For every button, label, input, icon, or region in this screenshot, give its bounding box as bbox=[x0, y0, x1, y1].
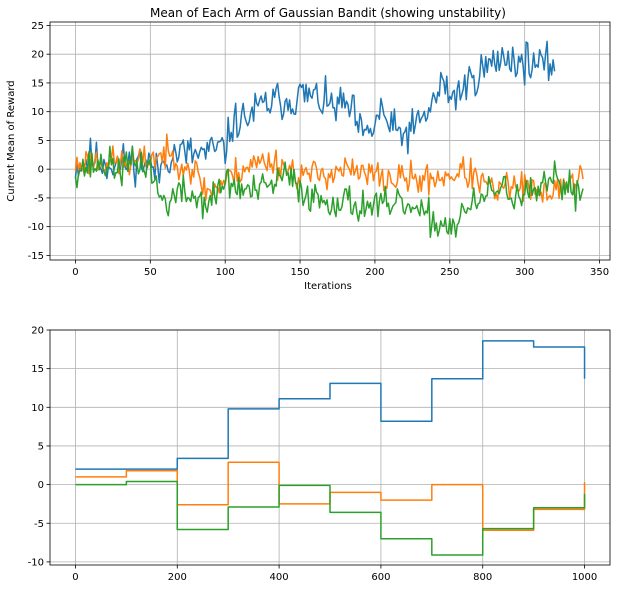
plot-frame bbox=[49, 329, 611, 566]
y-tick-label: 0 bbox=[38, 480, 44, 491]
top-chart-x-label: Iterations bbox=[304, 281, 352, 292]
y-tick-label: -5 bbox=[34, 519, 44, 530]
y-tick-label: 20 bbox=[31, 326, 44, 337]
y-tick-label: -10 bbox=[28, 557, 44, 568]
x-tick-label: 350 bbox=[590, 267, 609, 278]
top-chart: Mean of Each Arm of Gaussian Bandit (sho… bbox=[6, 6, 611, 292]
y-tick-label: 0 bbox=[38, 165, 44, 176]
y-tick-label: 20 bbox=[31, 50, 44, 61]
bottom-chart: 0 200 400 600 800 1000 -10 -5 0 5 10 15 20 bbox=[28, 326, 611, 583]
x-tick-label: 250 bbox=[440, 267, 459, 278]
y-tick-label: 25 bbox=[31, 21, 44, 32]
x-tick-label: 0 bbox=[72, 267, 78, 278]
x-tick-label: 300 bbox=[515, 267, 534, 278]
y-tick-label: -15 bbox=[28, 251, 44, 262]
y-tick-label: 10 bbox=[31, 403, 44, 414]
x-tick-label: 1000 bbox=[572, 572, 597, 583]
x-tick-label: 200 bbox=[168, 572, 187, 583]
y-tick-label: -5 bbox=[34, 193, 44, 204]
x-tick-label: 0 bbox=[72, 572, 78, 583]
y-tick-label: 5 bbox=[38, 136, 44, 147]
series-line-3 bbox=[75, 480, 586, 556]
y-tick-label: 15 bbox=[31, 78, 44, 89]
x-tick-label: 150 bbox=[291, 267, 310, 278]
x-tick-label: 50 bbox=[144, 267, 157, 278]
x-tick-label: 600 bbox=[371, 572, 390, 583]
y-tick-label: -10 bbox=[28, 222, 44, 233]
x-tick-label: 100 bbox=[216, 267, 235, 278]
x-tick-label: 800 bbox=[473, 572, 492, 583]
series-line-1 bbox=[75, 340, 586, 470]
plot-frame bbox=[49, 21, 611, 261]
y-tick-label: 5 bbox=[38, 441, 44, 452]
y-tick-label: 10 bbox=[31, 107, 44, 118]
series-line-1 bbox=[74, 40, 556, 188]
x-tick-label: 200 bbox=[365, 267, 384, 278]
top-chart-title: Mean of Each Arm of Gaussian Bandit (sho… bbox=[150, 6, 506, 20]
y-tick-label: 15 bbox=[31, 364, 44, 375]
x-tick-label: 400 bbox=[270, 572, 289, 583]
top-chart-y-label: Current Mean of Reward bbox=[6, 80, 17, 201]
series-line-3 bbox=[74, 145, 584, 239]
